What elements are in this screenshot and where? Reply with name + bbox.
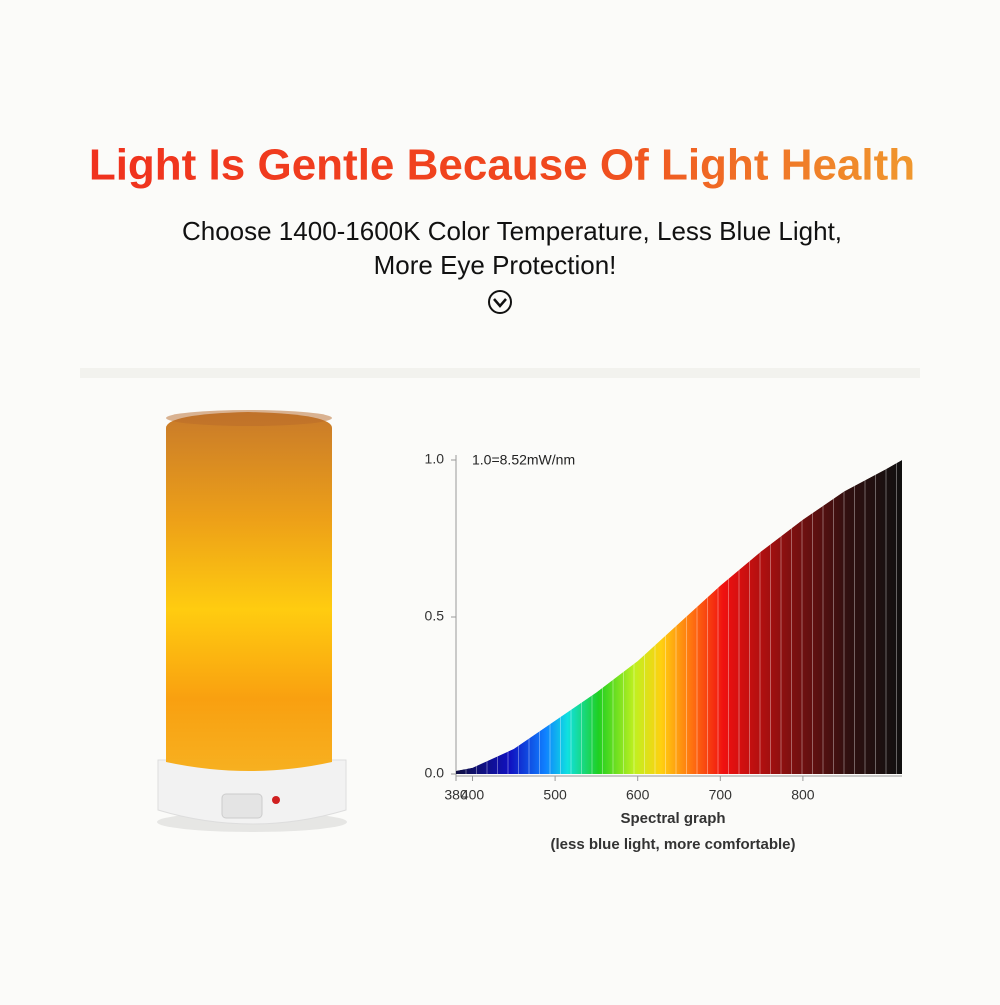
- x-axis-label: Spectral graph: [620, 810, 725, 827]
- x-tick-label: 380: [444, 787, 468, 803]
- x-tick-label: 600: [626, 787, 650, 803]
- title: Light Is Gentle Because Of Light Health: [89, 141, 915, 190]
- subtitle: Choose 1400-1600K Color Temperature, Les…: [182, 216, 842, 246]
- caption: (less blue light, more comfortable): [550, 836, 795, 853]
- annotation: 1.0=8.52mW/nm: [472, 452, 575, 468]
- subtitle: More Eye Protection!: [374, 250, 617, 280]
- lamp: [157, 410, 347, 832]
- x-tick-label: 700: [709, 787, 733, 803]
- chevron-icon: [488, 290, 512, 314]
- x-tick-label: 400: [461, 787, 485, 803]
- y-tick-label: 0.0: [425, 765, 445, 781]
- x-tick-label: 800: [791, 787, 815, 803]
- y-tick-label: 1.0: [425, 451, 445, 467]
- spectral-chart: 1.0=8.52mW/nm Spectral graph (less blue …: [425, 451, 902, 853]
- x-tick-label: 500: [543, 787, 567, 803]
- y-tick-label: 0.5: [425, 608, 445, 624]
- spectrum-area: [456, 460, 902, 774]
- band: [80, 368, 920, 378]
